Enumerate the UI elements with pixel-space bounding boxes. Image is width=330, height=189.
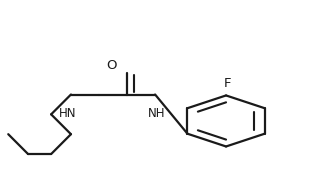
- Text: HN: HN: [59, 107, 77, 120]
- Text: F: F: [224, 77, 231, 90]
- Text: NH: NH: [148, 107, 166, 120]
- Text: O: O: [106, 59, 116, 72]
